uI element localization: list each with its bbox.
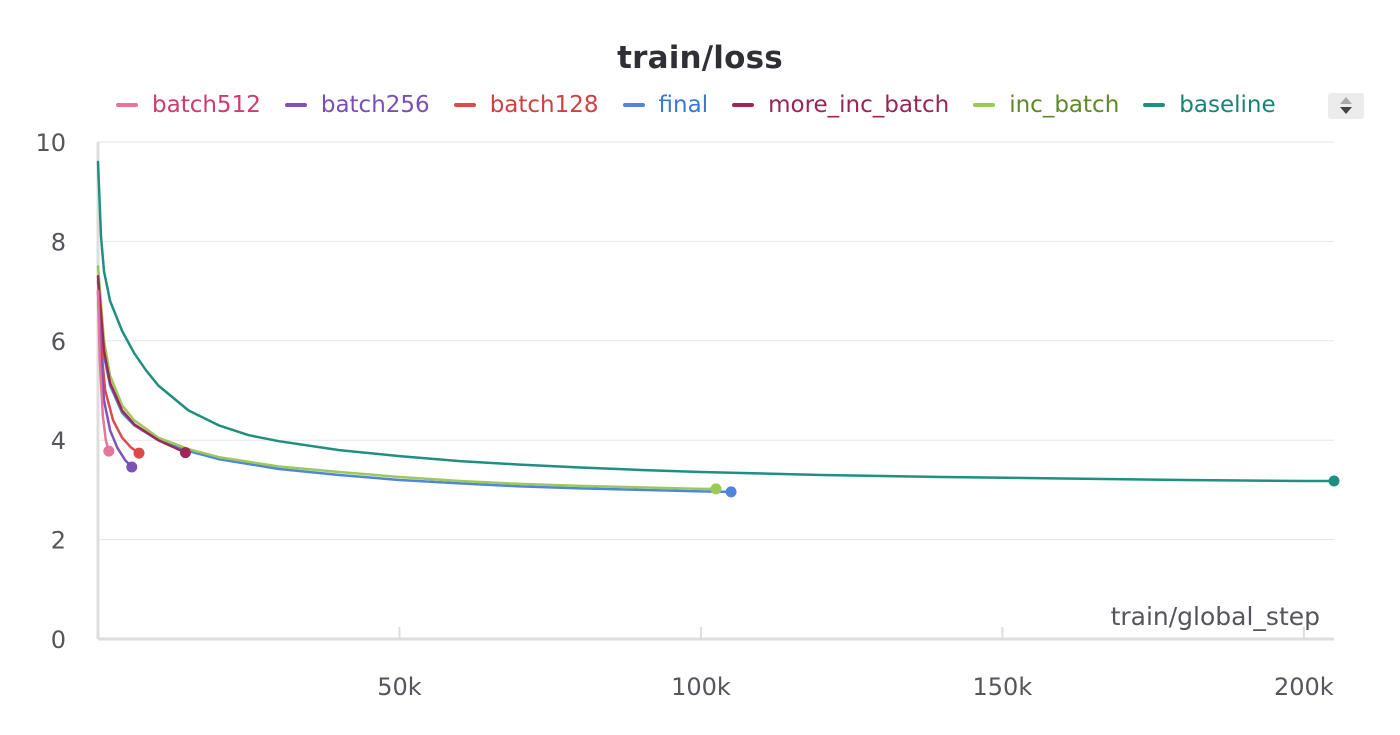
legend-label: batch512 <box>152 92 261 118</box>
axes <box>96 142 1334 641</box>
series-endpoint-baseline <box>1328 475 1340 487</box>
legend-label: final <box>658 92 709 118</box>
series-line-batch512 <box>96 289 111 453</box>
chevron-up-icon[interactable] <box>1340 97 1352 104</box>
series-endpoint-batch128 <box>133 447 145 459</box>
y-tick-label: 2 <box>51 527 66 555</box>
legend-label: more_inc_batch <box>768 92 950 118</box>
legend-swatch <box>973 103 996 107</box>
x-tick-label: 150k <box>973 673 1033 701</box>
x-axis-label: train/global_step <box>1111 602 1320 631</box>
legend-label: batch256 <box>320 92 430 118</box>
legend-item-more_inc_batch[interactable]: more_inc_batch <box>732 92 949 118</box>
series-endpoint-final <box>725 486 737 498</box>
legend-item-batch128[interactable]: batch128 <box>453 92 599 118</box>
chart-title: train/loss <box>617 40 783 76</box>
legend-swatch <box>453 103 476 107</box>
legend-item-inc_batch[interactable]: inc_batch <box>973 92 1119 118</box>
chevron-down-icon[interactable] <box>1340 107 1352 114</box>
legend-item-batch512[interactable]: batch512 <box>116 92 261 118</box>
series-line-inc_batch <box>96 265 718 491</box>
series-line-more_inc_batch <box>96 274 187 454</box>
legend-item-batch256[interactable]: batch256 <box>284 92 430 118</box>
series-group <box>96 160 1340 498</box>
y-tick-label: 0 <box>51 626 66 654</box>
legend-swatch <box>1143 103 1166 107</box>
grid <box>98 141 1334 541</box>
legend: batch512 batch256 batch128 final more_inc_ba… <box>116 92 1300 118</box>
legend-swatch <box>284 103 307 107</box>
legend-scroll-control[interactable] <box>1328 93 1364 119</box>
series-endpoint-batch256 <box>126 461 138 473</box>
legend-item-baseline[interactable]: baseline <box>1143 92 1276 118</box>
series-line-baseline <box>96 160 1336 483</box>
x-tick-label: 100k <box>671 673 731 701</box>
series-endpoint-inc_batch <box>710 483 722 495</box>
legend-swatch <box>732 103 755 107</box>
legend-label: inc_batch <box>1009 92 1120 118</box>
legend-swatch <box>622 103 645 107</box>
legend-item-final[interactable]: final <box>622 92 709 118</box>
tick-labels: 0 2 4 6 8 10 50k 100k 150k 200k <box>35 129 1333 701</box>
series-endpoint-more_inc_batch <box>179 447 191 459</box>
legend-swatch <box>116 103 138 107</box>
y-tick-label: 10 <box>35 129 66 157</box>
y-tick-label: 4 <box>51 427 66 455</box>
x-tick-label: 200k <box>1274 673 1334 701</box>
x-tick-label: 50k <box>377 673 422 701</box>
legend-label: batch128 <box>489 92 599 118</box>
y-tick-label: 8 <box>51 228 66 256</box>
series-endpoint-batch512 <box>103 445 115 457</box>
y-tick-label: 6 <box>51 328 66 356</box>
legend-label: baseline <box>1179 92 1276 118</box>
series-line-final <box>96 279 733 494</box>
